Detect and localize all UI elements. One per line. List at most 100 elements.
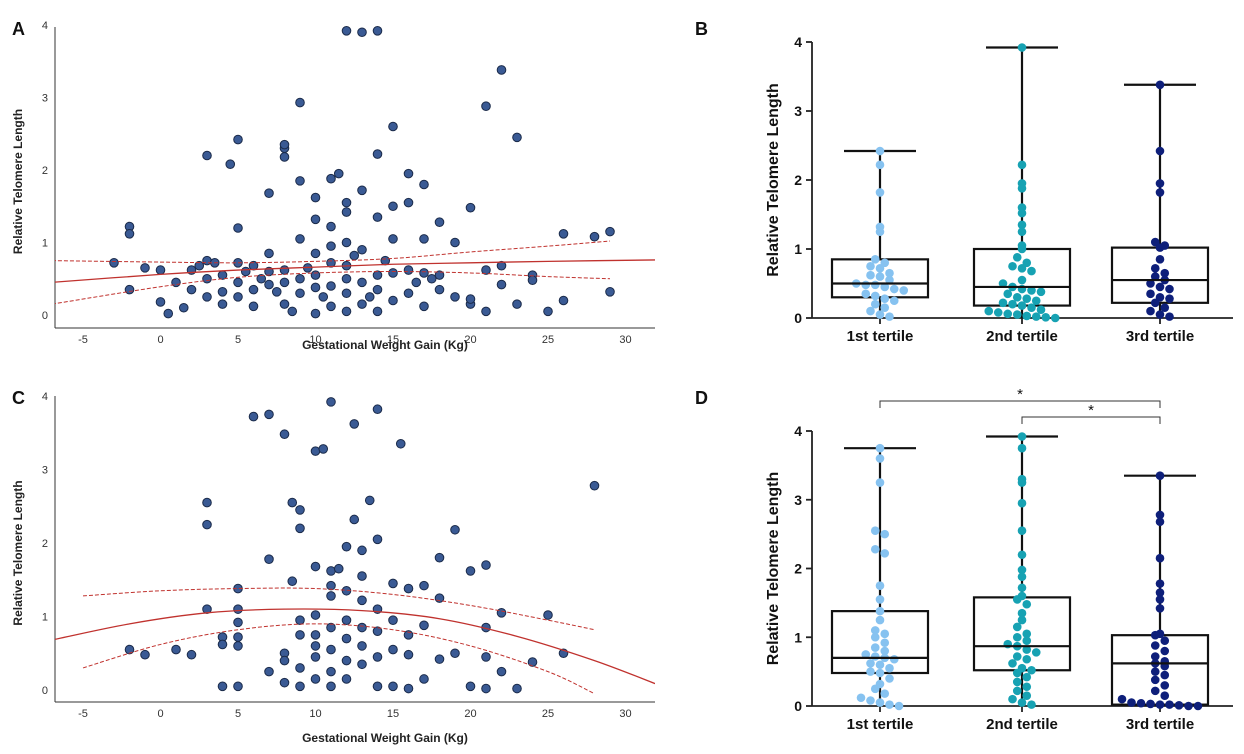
data-point <box>310 192 321 203</box>
data-point <box>1150 675 1160 685</box>
data-point <box>326 580 336 591</box>
data-point <box>866 667 875 676</box>
data-point <box>295 681 305 692</box>
x-tick-label: 25 <box>542 708 554 720</box>
y-axis-label: Relative Telomere Length <box>765 472 782 666</box>
data-point <box>264 188 274 198</box>
data-point <box>875 188 885 197</box>
data-point <box>894 701 904 711</box>
data-point <box>875 478 885 487</box>
data-point <box>861 289 871 299</box>
data-point <box>341 288 352 299</box>
data-point <box>264 409 274 420</box>
data-point <box>403 168 414 179</box>
data-point <box>372 534 383 545</box>
y-tick-label: 3 <box>42 93 48 105</box>
data-point <box>202 519 212 530</box>
data-point <box>875 606 885 616</box>
x-tick-label: 2nd tertile <box>986 328 1058 345</box>
data-point <box>1160 646 1170 656</box>
data-point <box>496 666 507 677</box>
data-point <box>880 549 890 558</box>
panel-label-a: A <box>12 19 25 39</box>
data-point <box>875 227 885 237</box>
y-axis-label: Relative Telomere Length <box>765 83 782 277</box>
data-point <box>1155 604 1165 613</box>
data-point <box>875 272 885 281</box>
data-point <box>1022 682 1032 692</box>
y-tick-label: 3 <box>794 103 802 119</box>
x-tick-label: -5 <box>78 334 88 346</box>
data-point <box>341 273 352 284</box>
data-point <box>217 639 228 650</box>
data-point <box>287 576 298 587</box>
data-point <box>326 566 336 576</box>
x-tick-label: 15 <box>387 334 399 346</box>
data-point <box>465 566 476 576</box>
data-point <box>465 294 476 304</box>
data-point <box>998 298 1008 308</box>
x-tick-label: 25 <box>542 334 554 346</box>
data-point <box>1155 255 1165 264</box>
data-point <box>1012 252 1022 262</box>
data-point <box>372 26 383 36</box>
data-point <box>171 644 181 655</box>
data-point <box>1146 279 1155 288</box>
data-point <box>1008 299 1017 309</box>
data-point <box>225 159 236 169</box>
data-point <box>426 273 437 284</box>
data-point <box>333 168 344 179</box>
data-point <box>496 608 507 618</box>
data-point <box>880 646 890 656</box>
data-point <box>1155 80 1165 90</box>
data-point <box>310 641 321 651</box>
data-point <box>875 146 885 156</box>
data-point <box>1117 694 1127 704</box>
data-point <box>1017 432 1027 441</box>
data-point <box>998 279 1008 288</box>
data-point <box>403 583 414 594</box>
data-point <box>481 560 491 570</box>
data-point <box>1022 654 1032 664</box>
data-point <box>993 308 1003 317</box>
data-point <box>1155 310 1165 319</box>
data-point <box>870 291 880 301</box>
data-point <box>1155 282 1165 292</box>
x-tick-label: 0 <box>157 334 163 346</box>
data-point <box>264 554 274 564</box>
data-point <box>870 299 880 309</box>
y-tick-label: 4 <box>42 391 48 403</box>
fit-line <box>55 608 655 685</box>
panel-label-c: C <box>12 388 25 408</box>
data-point <box>310 270 321 280</box>
data-point <box>341 26 352 36</box>
data-point <box>357 27 367 38</box>
data-point <box>326 281 336 291</box>
box-chart-b: 0 1 2 3 4 Relative Telomere Length 1st tertile… <box>765 34 1233 345</box>
data-point <box>233 617 243 628</box>
data-point <box>341 306 352 317</box>
data-point <box>341 615 352 625</box>
data-point <box>1017 550 1027 560</box>
data-point <box>899 286 909 295</box>
data-point <box>870 684 880 694</box>
data-point <box>341 674 352 684</box>
data-point <box>256 273 267 284</box>
data-point <box>1017 608 1027 618</box>
data-point <box>310 610 321 620</box>
significance-marker: * <box>1017 386 1023 403</box>
data-point <box>233 681 243 692</box>
data-point <box>295 176 305 186</box>
data-point <box>875 264 885 273</box>
data-point <box>1160 268 1170 278</box>
data-point <box>1012 668 1022 678</box>
data-point <box>1017 275 1027 285</box>
data-point <box>372 149 383 159</box>
data-point <box>1050 313 1060 323</box>
data-point <box>357 571 367 581</box>
data-point <box>1022 691 1032 700</box>
data-point <box>1012 632 1022 642</box>
data-point <box>264 248 274 259</box>
data-point <box>1031 312 1041 321</box>
